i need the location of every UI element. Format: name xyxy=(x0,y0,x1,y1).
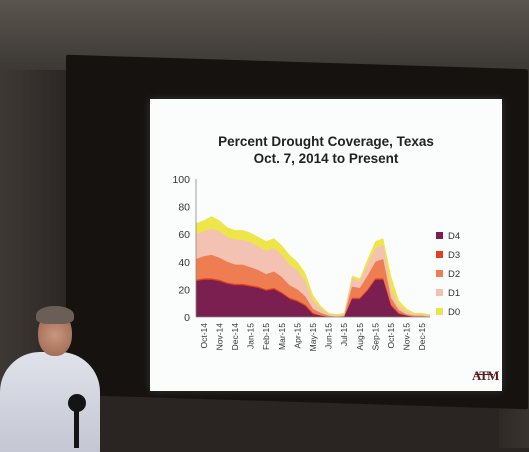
legend-label-d0: D0 xyxy=(448,307,460,318)
legend-label-d3: D3 xyxy=(448,250,460,261)
y-tick-label: 40 xyxy=(178,257,190,269)
x-tick-label: Oct-15 xyxy=(386,323,396,349)
legend-label-d2: D2 xyxy=(448,269,460,280)
presenter-person xyxy=(0,306,100,452)
legend-swatch-d4 xyxy=(436,232,443,239)
x-tick-label: Nov-14 xyxy=(214,323,224,351)
y-tick-label: 0 xyxy=(184,312,190,324)
microphone-stand xyxy=(74,406,79,448)
x-tick-label: Oct-14 xyxy=(199,323,209,349)
x-tick-label: Jul-15 xyxy=(339,323,349,346)
chart-title-line1: Percent Drought Coverage, Texas xyxy=(218,134,434,149)
legend-swatch-d2 xyxy=(436,270,443,277)
tamu-logo: ATM xyxy=(472,368,499,383)
projected-slide: Percent Drought Coverage, Texas Oct. 7, … xyxy=(150,99,502,391)
y-tick-label: 80 xyxy=(178,202,190,214)
microphone-icon xyxy=(68,394,86,412)
area-d4 xyxy=(196,279,430,317)
y-tick-label: 20 xyxy=(178,284,190,296)
legend-swatch-d0 xyxy=(436,308,443,315)
x-tick-label: Dec-14 xyxy=(230,323,240,351)
x-tick-label: Jan-15 xyxy=(246,323,256,349)
x-tick-label: May-15 xyxy=(308,323,318,352)
x-tick-label: Nov-15 xyxy=(402,323,412,351)
drought-area-chart: 0 20 40 60 80 100 Oct-14 Nov-14 Dec-14 Jan-15 Feb-… xyxy=(172,174,460,352)
y-tick-label: 60 xyxy=(178,229,190,241)
x-tick-label: Apr-15 xyxy=(292,323,302,349)
x-tick-label: Dec-15 xyxy=(417,323,427,351)
x-tick-label: Sep-15 xyxy=(370,323,380,351)
presenter-hair xyxy=(36,306,74,324)
x-tick-label: Jun-15 xyxy=(324,323,334,349)
legend-label-d1: D1 xyxy=(448,288,460,299)
legend-swatch-d1 xyxy=(436,289,443,296)
x-tick-label: Aug-15 xyxy=(355,323,365,351)
chart-title-line2: Oct. 7, 2014 to Present xyxy=(253,151,399,166)
y-tick-label: 100 xyxy=(172,174,190,186)
x-tick-label: Mar-15 xyxy=(277,323,287,350)
legend-swatch-d3 xyxy=(436,251,443,258)
x-tick-label: Feb-15 xyxy=(261,323,271,350)
legend-label-d4: D4 xyxy=(448,231,460,242)
